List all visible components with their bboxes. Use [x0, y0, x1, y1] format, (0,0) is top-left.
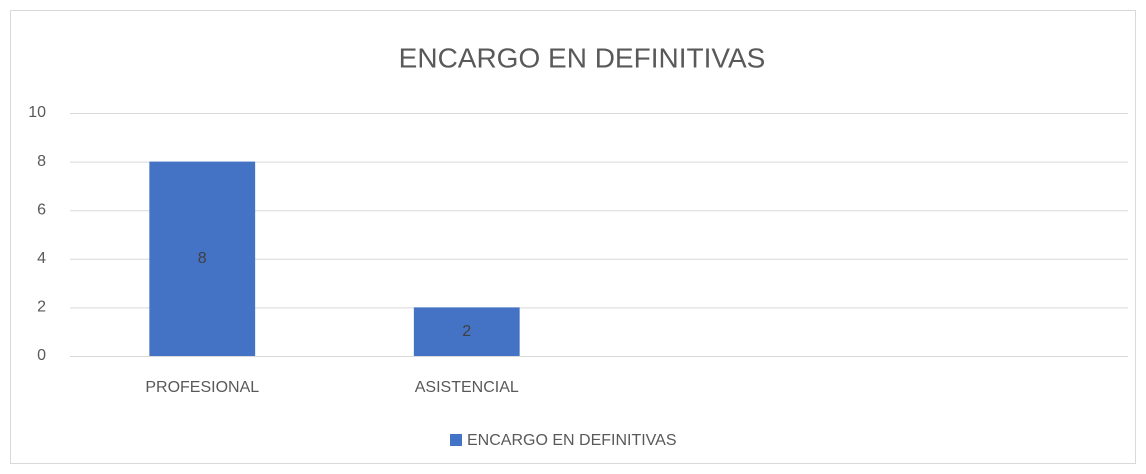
data-label: 2	[462, 323, 471, 340]
x-tick-label: ASISTENCIAL	[415, 379, 519, 396]
chart-title: ENCARGO EN DEFINITIVAS	[399, 42, 766, 73]
y-tick-label: 2	[37, 299, 46, 316]
y-tick-label: 8	[37, 153, 46, 170]
y-tick-label: 10	[28, 104, 46, 121]
bar	[149, 161, 256, 356]
y-tick-label: 4	[37, 250, 46, 267]
legend-label: ENCARGO EN DEFINITIVAS	[467, 432, 677, 449]
x-tick-label: PROFESIONAL	[145, 379, 259, 396]
y-tick-label: 6	[37, 201, 46, 218]
legend-swatch	[450, 434, 462, 446]
data-label: 8	[198, 250, 207, 267]
y-tick-label: 0	[37, 347, 46, 364]
bar	[413, 307, 520, 356]
